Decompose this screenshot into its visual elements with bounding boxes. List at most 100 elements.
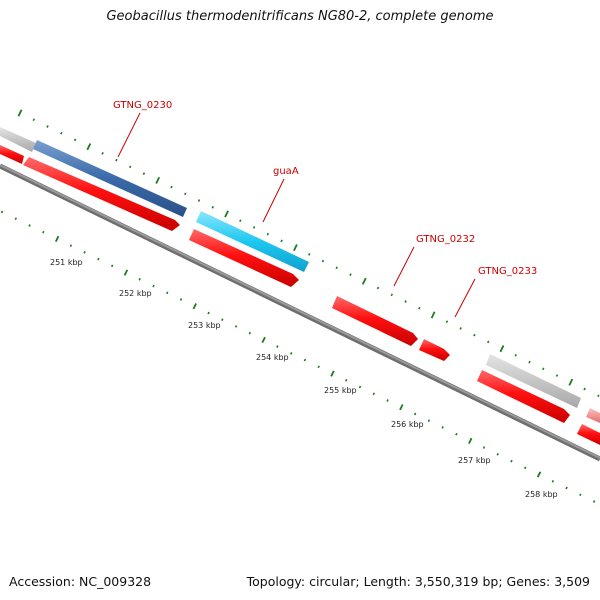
minor-tick (317, 365, 320, 369)
minor-tick (197, 199, 201, 202)
minor-tick (0, 210, 4, 214)
minor-tick (128, 165, 132, 169)
gene-label-gtng-0233[interactable]: GTNG_0233 (478, 266, 537, 277)
gene-gtng-0230-bar[interactable] (33, 140, 187, 217)
minor-tick (551, 479, 555, 483)
major-tick (568, 378, 574, 386)
minor-tick (482, 446, 486, 449)
major-tick (499, 345, 505, 353)
minor-tick (142, 172, 146, 175)
gtng-0230-leader (117, 112, 141, 158)
major-tick (399, 404, 404, 411)
scale-label-255: 255 kbp (324, 386, 357, 395)
minor-tick (276, 345, 279, 348)
minor-tick (579, 493, 582, 497)
feature-pink-right[interactable] (586, 408, 600, 423)
minor-tick (583, 387, 586, 391)
minor-tick (413, 412, 417, 416)
minor-tick (349, 273, 352, 276)
minor-tick (207, 311, 210, 315)
minor-tick (211, 205, 215, 209)
red-gene-1[interactable] (23, 157, 180, 231)
red-gene-0[interactable] (0, 145, 24, 164)
red-gene-5[interactable] (477, 370, 570, 423)
minor-tick (390, 293, 394, 297)
minor-tick (46, 125, 49, 128)
red-gene-6[interactable] (577, 424, 600, 445)
minor-tick (184, 192, 187, 196)
minor-tick (221, 318, 224, 322)
minor-tick (358, 385, 362, 389)
major-tick (361, 277, 367, 285)
minor-tick (248, 331, 252, 335)
gene-guaa-bar[interactable] (196, 211, 309, 272)
minor-tick (110, 264, 114, 268)
scale-label-257: 257 kbp (458, 456, 491, 465)
major-tick (330, 370, 335, 377)
red-gene-2[interactable] (189, 229, 299, 287)
scale-label-252: 252 kbp (119, 289, 152, 298)
feature-grey-left[interactable] (0, 127, 36, 152)
genome-stats-text: Topology: circular; Length: 3,550,319 bp… (246, 574, 590, 589)
minor-tick (303, 358, 307, 362)
minor-tick (486, 340, 490, 344)
minor-tick (496, 453, 499, 456)
minor-tick (565, 486, 568, 490)
minor-tick (32, 118, 36, 122)
minor-tick (376, 286, 380, 290)
minor-tick (289, 352, 293, 355)
minor-tick (404, 300, 407, 303)
guaa-leader (262, 178, 285, 223)
feature-grey-right[interactable] (486, 354, 581, 408)
minor-tick (170, 185, 173, 189)
gene-label-guaa[interactable]: guaA (273, 166, 299, 177)
inner-tick-ring (0, 210, 596, 503)
scale-label-256: 256 kbp (391, 420, 424, 429)
minor-tick (28, 224, 31, 227)
minor-tick (152, 284, 155, 288)
gtng-0233-leader (454, 278, 476, 318)
minor-tick (372, 392, 376, 396)
red-gene-3[interactable] (332, 296, 418, 346)
minor-tick (307, 253, 311, 256)
red-gene-4[interactable] (419, 339, 450, 361)
minor-tick (42, 230, 45, 234)
gtng-0232-leader (393, 246, 415, 287)
scale-label-258: 258 kbp (525, 490, 558, 499)
minor-tick (459, 327, 462, 330)
minor-tick (427, 419, 431, 423)
minor-tick (418, 306, 421, 310)
gene-label-gtng-0232[interactable]: GTNG_0232 (416, 234, 475, 245)
scale-label-251: 251 kbp (50, 258, 83, 267)
major-tick (293, 244, 298, 252)
minor-tick (473, 333, 476, 337)
minor-tick (97, 257, 100, 261)
minor-tick (524, 466, 527, 470)
genome-title: Geobacillus thermodenitrificans NG80-2, … (106, 9, 494, 24)
scale-label-253: 253 kbp (188, 321, 221, 330)
minor-tick (266, 232, 270, 236)
minor-tick (101, 152, 104, 155)
major-tick (224, 210, 229, 218)
minor-tick (252, 226, 256, 229)
major-tick (261, 336, 266, 344)
major-tick (430, 311, 436, 319)
minor-tick (386, 399, 389, 402)
minor-tick (138, 277, 141, 281)
gene-label-gtng-0230[interactable]: GTNG_0230 (113, 100, 172, 111)
minor-tick (528, 360, 531, 364)
minor-tick (73, 138, 77, 142)
minor-tick (514, 354, 517, 357)
major-tick (536, 471, 542, 478)
major-tick (468, 437, 473, 444)
major-tick (123, 269, 129, 276)
major-tick (192, 303, 197, 310)
outer-tick-ring (17, 109, 600, 398)
minor-tick (14, 217, 18, 221)
major-tick (54, 235, 60, 242)
major-tick (17, 109, 23, 117)
minor-tick (321, 259, 325, 263)
major-tick (86, 143, 92, 151)
